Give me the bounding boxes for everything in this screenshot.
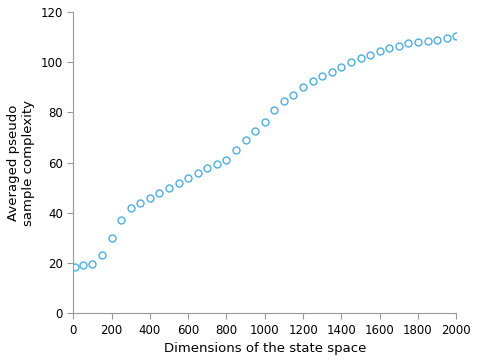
Y-axis label: Averaged pseudo
sample complexity: Averaged pseudo sample complexity (7, 100, 35, 226)
X-axis label: Dimensions of the state space: Dimensions of the state space (163, 342, 366, 355)
